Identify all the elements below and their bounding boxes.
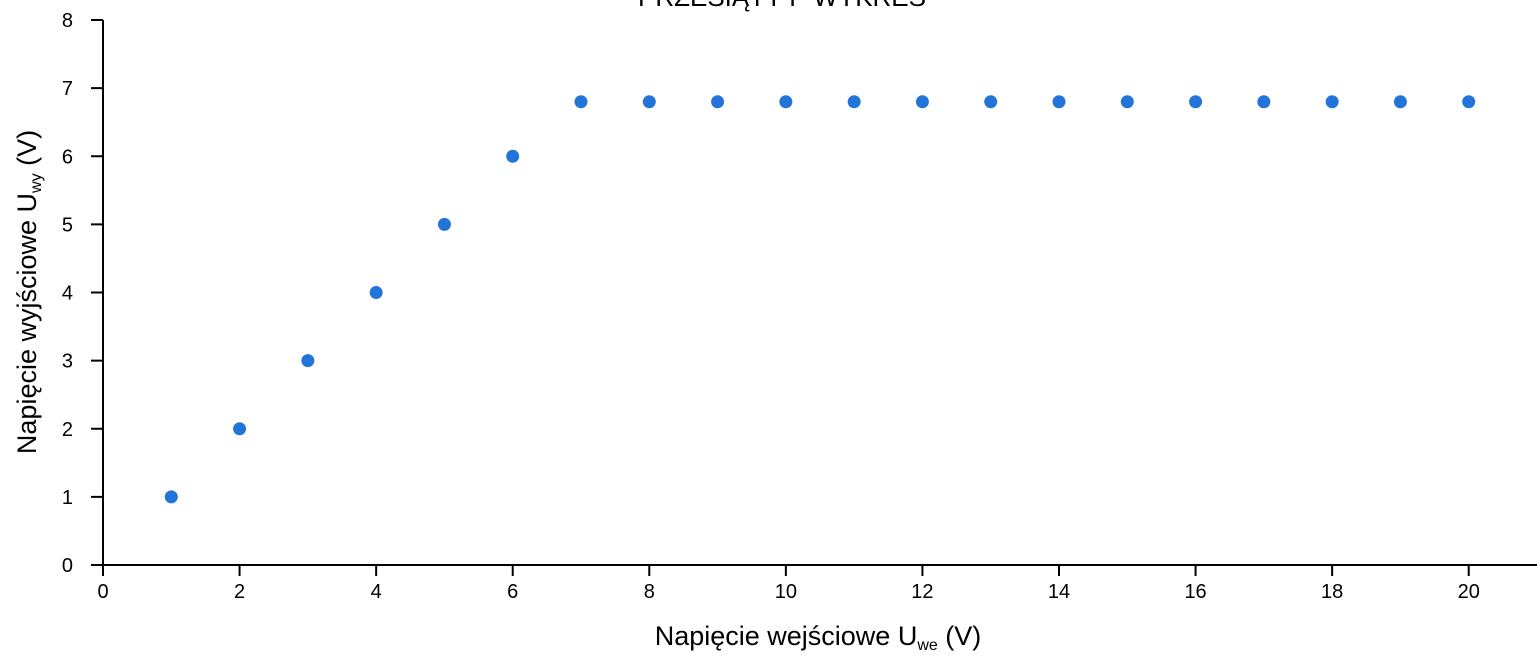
x-axis-ticks: 0 2 4 6 8 10 12 14 16 18 20 xyxy=(97,565,1480,603)
data-point xyxy=(1393,95,1407,109)
x-tick-label: 20 xyxy=(1458,581,1480,603)
data-point xyxy=(574,95,588,109)
x-axis-title-unit: (V) xyxy=(938,621,982,651)
data-point xyxy=(847,95,861,109)
data-points xyxy=(164,95,1476,504)
data-point xyxy=(1257,95,1271,109)
x-axis-title-main: Napięcie wejściowe U xyxy=(655,621,918,651)
x-tick-label: 2 xyxy=(234,581,245,603)
data-point xyxy=(984,95,998,109)
data-point xyxy=(642,95,656,109)
y-tick-label: 4 xyxy=(62,283,73,305)
y-axis-title-subscript: wy xyxy=(28,173,45,194)
x-axis-title-subscript: we xyxy=(916,637,938,654)
x-tick-label: 6 xyxy=(507,581,518,603)
y-tick-label: 7 xyxy=(62,78,73,100)
chart-title: PRZESIĄTY P WYKRES xyxy=(638,0,926,12)
data-point xyxy=(1120,95,1134,109)
x-tick-label: 0 xyxy=(97,581,108,603)
y-axis-title-main: Napięcie wyjściowe U xyxy=(12,193,42,454)
data-point xyxy=(1189,95,1203,109)
data-point xyxy=(779,95,793,109)
x-axis-title: Napięcie wejściowe Uwe (V) xyxy=(655,621,982,654)
data-point xyxy=(233,422,247,436)
x-tick-label: 10 xyxy=(775,581,797,603)
data-point xyxy=(164,490,178,504)
data-point xyxy=(1462,95,1476,109)
y-tick-label: 2 xyxy=(62,419,73,441)
data-point xyxy=(369,286,383,299)
y-tick-label: 1 xyxy=(62,487,73,509)
y-tick-label: 8 xyxy=(62,10,73,32)
data-point xyxy=(437,217,451,231)
x-tick-label: 12 xyxy=(911,581,933,603)
data-point xyxy=(301,354,315,368)
y-axis-ticks: 0 1 2 3 4 5 6 7 8 xyxy=(62,10,103,577)
x-tick-label: 16 xyxy=(1184,581,1206,603)
data-point xyxy=(711,95,725,109)
x-tick-label: 8 xyxy=(644,581,655,603)
y-axis-title-unit: (V) xyxy=(12,130,42,174)
y-tick-label: 6 xyxy=(62,146,73,168)
y-tick-label: 3 xyxy=(62,351,73,373)
y-tick-label: 0 xyxy=(62,555,73,577)
x-tick-label: 4 xyxy=(371,581,382,603)
data-point xyxy=(1052,95,1066,109)
y-axis-title: Napięcie wyjściowe Uwy (V) xyxy=(12,130,45,454)
data-point xyxy=(915,95,929,109)
data-point xyxy=(1325,95,1339,109)
x-tick-label: 18 xyxy=(1321,581,1343,603)
x-tick-label: 14 xyxy=(1048,581,1070,603)
y-tick-label: 5 xyxy=(62,214,73,236)
data-point xyxy=(506,149,520,163)
